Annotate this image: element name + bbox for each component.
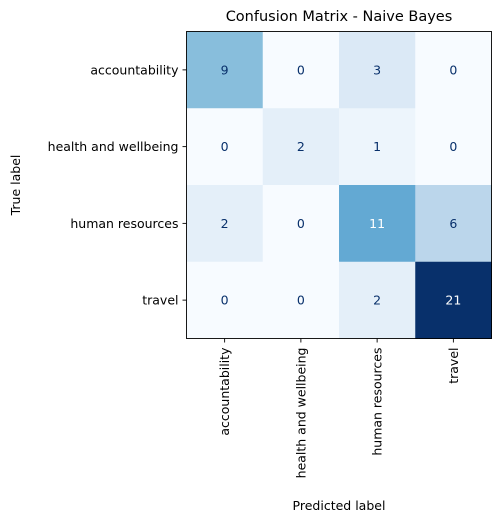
y-tick-label-accountability: accountability bbox=[90, 62, 179, 77]
heatmap-cell-2-2 bbox=[339, 185, 416, 263]
heatmap-cell-labels: 9 0 3 00 2 1 02 0 11 60 0 2 21 bbox=[221, 62, 462, 307]
y-axis-label: True label bbox=[8, 155, 23, 217]
cell-value-label-1-0: 0 bbox=[221, 139, 229, 154]
heatmap-cell-3-3 bbox=[415, 261, 492, 339]
x-axis-ticks: accountability health and wellbeing human … bbox=[217, 338, 461, 479]
plot-frame bbox=[186, 31, 492, 339]
heatmap-cell-0-3 bbox=[415, 31, 492, 109]
heatmap-cell-1-0 bbox=[186, 108, 264, 186]
cell-value-label-3-1: 0 bbox=[297, 293, 305, 308]
y-tick-label-human-resources: human resources bbox=[70, 216, 178, 231]
heatmap-cell-1-2 bbox=[339, 108, 416, 186]
cell-value-label-0-0: 9 bbox=[221, 62, 229, 77]
cell-value-label-2-3: 6 bbox=[449, 216, 457, 231]
heatmap-cell-2-0 bbox=[186, 185, 264, 263]
cell-value-label-2-1: 0 bbox=[297, 216, 305, 231]
cell-value-label-0-2: 3 bbox=[373, 62, 381, 77]
chart-title: Confusion Matrix - Naive Bayes bbox=[226, 9, 453, 25]
cell-value-label-1-3: 0 bbox=[449, 139, 457, 154]
y-tick-label-travel: travel bbox=[142, 293, 178, 308]
heatmap-cell-0-2 bbox=[339, 31, 416, 109]
cell-value-label-3-3: 21 bbox=[445, 293, 461, 308]
cell-value-label-1-1: 2 bbox=[297, 139, 305, 154]
x-tick-label-human-resources: human resources bbox=[370, 348, 385, 456]
cell-value-label-0-1: 0 bbox=[297, 62, 305, 77]
cell-value-label-0-3: 0 bbox=[449, 62, 457, 77]
heatmap-cell-0-1 bbox=[262, 31, 340, 109]
heatmap-cell-3-1 bbox=[262, 261, 340, 339]
heatmap-cell-3-0 bbox=[186, 261, 264, 339]
heatmap-cell-0-0 bbox=[186, 31, 264, 109]
heatmap-cell-1-1 bbox=[262, 108, 340, 186]
x-tick-label-travel: travel bbox=[446, 348, 461, 384]
x-tick-label-health-and-wellbeing: health and wellbeing bbox=[293, 348, 308, 479]
x-tick-label-accountability: accountability bbox=[217, 347, 232, 436]
heatmap-cell-2-1 bbox=[262, 185, 340, 263]
cell-value-label-3-0: 0 bbox=[221, 293, 229, 308]
heatmap-cell-1-3 bbox=[415, 108, 492, 186]
cell-value-label-3-2: 2 bbox=[373, 293, 381, 308]
cell-value-label-2-0: 2 bbox=[221, 216, 229, 231]
y-axis-ticks: accountability health and wellbeing human … bbox=[48, 62, 187, 308]
heatmap-cell-2-3 bbox=[415, 185, 492, 263]
cell-value-label-1-2: 1 bbox=[373, 139, 381, 154]
y-tick-label-health-and-wellbeing: health and wellbeing bbox=[48, 139, 179, 154]
x-axis-label: Predicted label bbox=[293, 498, 386, 513]
cell-value-label-2-2: 11 bbox=[369, 216, 385, 231]
heatmap-cell-3-2 bbox=[339, 261, 416, 339]
heatmap-cells bbox=[186, 31, 492, 339]
